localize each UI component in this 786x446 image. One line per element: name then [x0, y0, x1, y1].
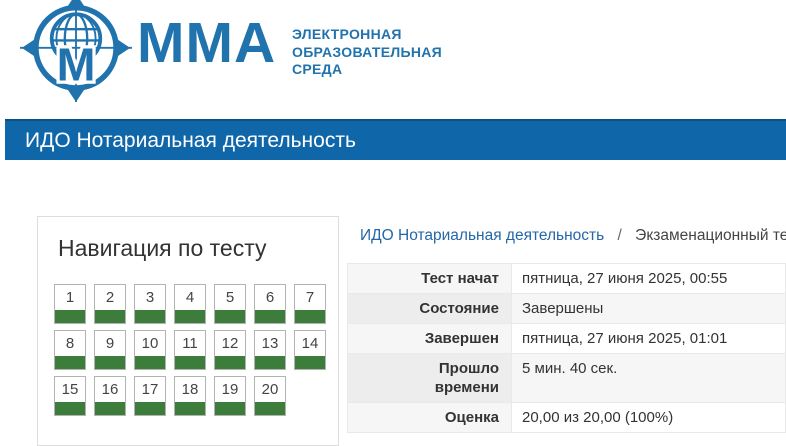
correct-indicator [295, 356, 325, 369]
row-value: пятница, 27 июня 2025, 00:55 [511, 263, 786, 294]
row-label: Оценка [347, 402, 512, 433]
correct-indicator [135, 310, 165, 323]
correct-indicator [95, 402, 125, 415]
quiz-navigation-title: Навигация по тесту [58, 235, 267, 261]
question-nav-button-20[interactable]: 20 [254, 376, 286, 416]
row-label: Состояние [347, 293, 512, 324]
svg-text:М: М [57, 39, 96, 91]
tagline-line-2: ОБРАЗОВАТЕЛЬНАЯ [292, 43, 443, 60]
correct-indicator [135, 356, 165, 369]
question-nav-button-4[interactable]: 4 [174, 284, 206, 324]
correct-indicator [135, 402, 165, 415]
question-nav-button-11[interactable]: 11 [174, 330, 206, 370]
question-nav-button-19[interactable]: 19 [214, 376, 246, 416]
correct-indicator [215, 402, 245, 415]
correct-indicator [295, 310, 325, 323]
question-nav-button-9[interactable]: 9 [94, 330, 126, 370]
brand-tagline: ЭЛЕКТРОННАЯ ОБРАЗОВАТЕЛЬНАЯ СРЕДА [292, 26, 442, 79]
question-nav-button-10[interactable]: 10 [134, 330, 166, 370]
row-value: Завершены [511, 293, 786, 324]
correct-indicator [55, 356, 85, 369]
course-banner: ИДО Нотариальная деятельность [5, 119, 786, 160]
table-row: Состояние Завершены [347, 293, 786, 324]
question-nav-button-8[interactable]: 8 [54, 330, 86, 370]
question-nav-button-5[interactable]: 5 [214, 284, 246, 324]
row-label: Завершен [347, 323, 512, 354]
row-label: Прошло времени [347, 353, 512, 403]
row-value: пятница, 27 июня 2025, 01:01 [511, 323, 786, 354]
correct-indicator [215, 356, 245, 369]
tagline-line-3: СРЕДА [292, 61, 343, 77]
table-row: Прошло времени 5 мин. 40 сек. [347, 353, 786, 403]
question-nav-button-15[interactable]: 15 [54, 376, 86, 416]
correct-indicator [175, 402, 205, 415]
question-nav-button-2[interactable]: 2 [94, 284, 126, 324]
quiz-navigation-panel: Навигация по тесту 1 2 3 4 5 6 7 8 9 10 … [37, 216, 339, 446]
correct-indicator [95, 310, 125, 323]
question-button-grid: 1 2 3 4 5 6 7 8 9 10 11 12 13 14 15 16 1… [54, 284, 338, 416]
row-label: Тест начат [347, 263, 512, 294]
correct-indicator [55, 402, 85, 415]
question-nav-button-13[interactable]: 13 [254, 330, 286, 370]
question-nav-button-17[interactable]: 17 [134, 376, 166, 416]
question-nav-button-3[interactable]: 3 [134, 284, 166, 324]
correct-indicator [255, 402, 285, 415]
row-value: 5 мин. 40 сек. [511, 353, 786, 403]
question-nav-button-6[interactable]: 6 [254, 284, 286, 324]
attempt-summary-table: Тест начат пятница, 27 июня 2025, 00:55 … [347, 263, 786, 433]
correct-indicator [255, 356, 285, 369]
breadcrumb: ИДО Нотариальная деятельность / Экзамена… [360, 227, 786, 245]
correct-indicator [215, 310, 245, 323]
correct-indicator [175, 356, 205, 369]
question-nav-button-16[interactable]: 16 [94, 376, 126, 416]
table-row: Тест начат пятница, 27 июня 2025, 00:55 [347, 263, 786, 294]
breadcrumb-separator: / [617, 227, 622, 244]
question-nav-button-1[interactable]: 1 [54, 284, 86, 324]
tagline-line-1: ЭЛЕКТРОННАЯ [292, 26, 402, 42]
breadcrumb-course-link[interactable]: ИДО Нотариальная деятельность [360, 227, 605, 244]
site-header: М ММА ЭЛЕКТРОННАЯ ОБРАЗОВАТЕЛЬНАЯ СРЕДА [0, 0, 786, 119]
correct-indicator [175, 310, 205, 323]
correct-indicator [255, 310, 285, 323]
question-nav-button-14[interactable]: 14 [294, 330, 326, 370]
course-title: ИДО Нотариальная деятельность [25, 128, 356, 152]
row-value: 20,00 из 20,00 (100%) [511, 402, 786, 433]
correct-indicator [95, 356, 125, 369]
brand-name[interactable]: ММА [137, 11, 277, 75]
breadcrumb-current: Экзаменационный тест [635, 227, 786, 244]
question-nav-button-18[interactable]: 18 [174, 376, 206, 416]
table-row: Завершен пятница, 27 июня 2025, 01:01 [347, 323, 786, 354]
correct-indicator [55, 310, 85, 323]
question-nav-button-7[interactable]: 7 [294, 284, 326, 324]
table-row: Оценка 20,00 из 20,00 (100%) [347, 402, 786, 433]
mma-globe-logo-icon[interactable]: М [20, 0, 132, 102]
question-nav-button-12[interactable]: 12 [214, 330, 246, 370]
